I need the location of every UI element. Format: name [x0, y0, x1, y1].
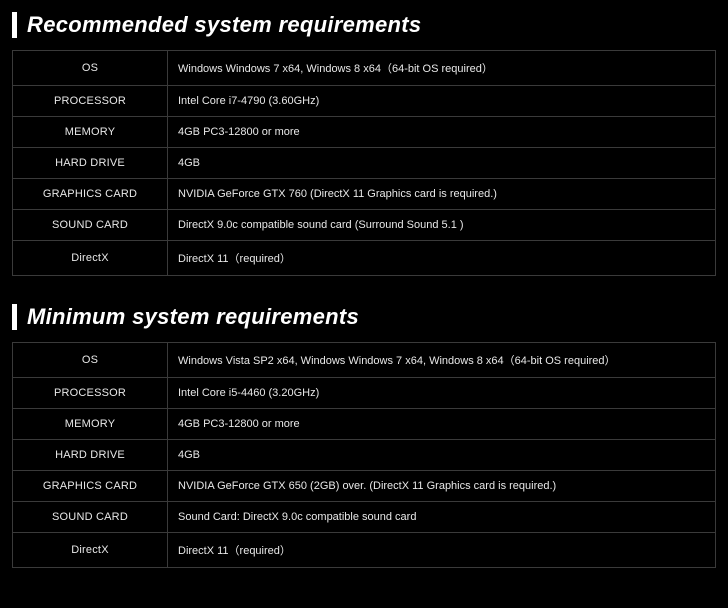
minimum-title: Minimum system requirements — [12, 304, 716, 330]
req-value: 4GB PC3-12800 or more — [168, 117, 716, 148]
req-label: DirectX — [13, 533, 168, 568]
req-value: NVIDIA GeForce GTX 650 (2GB) over. (Dire… — [168, 471, 716, 502]
table-row: MEMORY4GB PC3-12800 or more — [13, 409, 716, 440]
req-label: PROCESSOR — [13, 378, 168, 409]
req-value: DirectX 11（required） — [168, 241, 716, 276]
recommended-table: OSWindows Windows 7 x64, Windows 8 x64（6… — [12, 50, 716, 276]
req-value: 4GB — [168, 440, 716, 471]
req-label: GRAPHICS CARD — [13, 471, 168, 502]
req-label: PROCESSOR — [13, 86, 168, 117]
req-label: OS — [13, 343, 168, 378]
table-row: DirectXDirectX 11（required） — [13, 241, 716, 276]
req-value: DirectX 11（required） — [168, 533, 716, 568]
table-row: HARD DRIVE4GB — [13, 148, 716, 179]
req-label: DirectX — [13, 241, 168, 276]
req-value: DirectX 9.0c compatible sound card (Surr… — [168, 210, 716, 241]
req-value: Sound Card: DirectX 9.0c compatible soun… — [168, 502, 716, 533]
req-value: Intel Core i7-4790 (3.60GHz) — [168, 86, 716, 117]
req-label: HARD DRIVE — [13, 148, 168, 179]
minimum-requirements-section: Minimum system requirements OSWindows Vi… — [12, 304, 716, 568]
table-row: HARD DRIVE4GB — [13, 440, 716, 471]
table-row: GRAPHICS CARDNVIDIA GeForce GTX 650 (2GB… — [13, 471, 716, 502]
table-row: OSWindows Vista SP2 x64, Windows Windows… — [13, 343, 716, 378]
table-row: MEMORY4GB PC3-12800 or more — [13, 117, 716, 148]
table-row: PROCESSORIntel Core i5-4460 (3.20GHz) — [13, 378, 716, 409]
req-label: OS — [13, 51, 168, 86]
req-value: Windows Vista SP2 x64, Windows Windows 7… — [168, 343, 716, 378]
req-value: 4GB — [168, 148, 716, 179]
req-value: NVIDIA GeForce GTX 760 (DirectX 11 Graph… — [168, 179, 716, 210]
table-row: PROCESSORIntel Core i7-4790 (3.60GHz) — [13, 86, 716, 117]
table-row: OSWindows Windows 7 x64, Windows 8 x64（6… — [13, 51, 716, 86]
table-row: SOUND CARDSound Card: DirectX 9.0c compa… — [13, 502, 716, 533]
table-row: DirectXDirectX 11（required） — [13, 533, 716, 568]
req-label: MEMORY — [13, 117, 168, 148]
req-label: MEMORY — [13, 409, 168, 440]
req-label: HARD DRIVE — [13, 440, 168, 471]
req-value: Intel Core i5-4460 (3.20GHz) — [168, 378, 716, 409]
recommended-title: Recommended system requirements — [12, 12, 716, 38]
table-row: SOUND CARDDirectX 9.0c compatible sound … — [13, 210, 716, 241]
req-label: GRAPHICS CARD — [13, 179, 168, 210]
req-value: 4GB PC3-12800 or more — [168, 409, 716, 440]
recommended-requirements-section: Recommended system requirements OSWindow… — [12, 12, 716, 276]
minimum-table: OSWindows Vista SP2 x64, Windows Windows… — [12, 342, 716, 568]
table-row: GRAPHICS CARDNVIDIA GeForce GTX 760 (Dir… — [13, 179, 716, 210]
req-value: Windows Windows 7 x64, Windows 8 x64（64-… — [168, 51, 716, 86]
req-label: SOUND CARD — [13, 210, 168, 241]
req-label: SOUND CARD — [13, 502, 168, 533]
